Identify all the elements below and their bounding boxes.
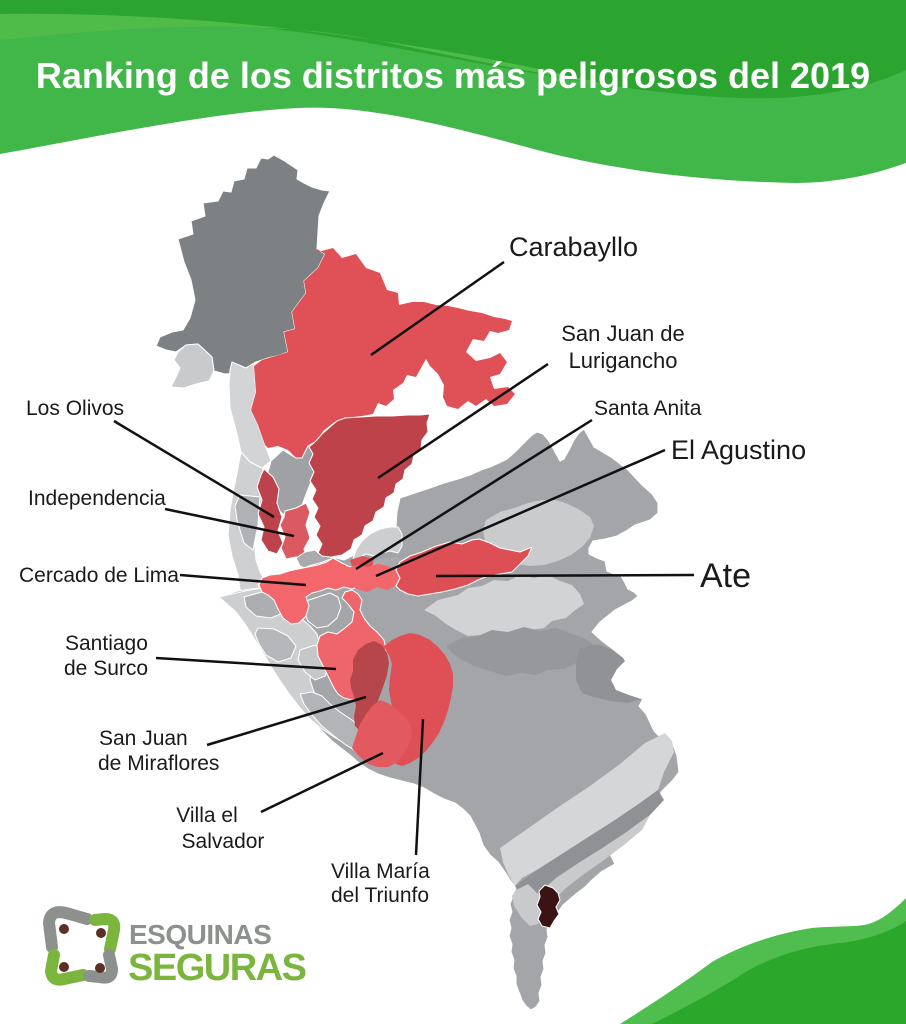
svg-text:Los Olivos: Los Olivos [26,397,124,420]
svg-text:El Agustino: El Agustino [671,435,806,465]
svg-text:Salvador: Salvador [182,830,265,853]
svg-text:de Surco: de Surco [64,657,148,680]
svg-text:del Triunfo: del Triunfo [331,884,429,907]
svg-text:de Miraflores: de Miraflores [98,752,219,775]
svg-text:Independencia: Independencia [28,487,166,510]
svg-text:Cercado de Lima: Cercado de Lima [19,564,179,587]
svg-text:Santa Anita: Santa Anita [594,397,702,420]
svg-text:Villa el: Villa el [176,804,237,827]
svg-text:SEGURAS: SEGURAS [128,947,306,989]
svg-text:Lurigancho: Lurigancho [569,348,678,373]
svg-text:Ranking de los distritos más p: Ranking de los distritos más peligrosos … [36,55,870,96]
svg-text:San Juan de: San Juan de [561,321,685,346]
svg-text:Carabayllo: Carabayllo [509,232,638,262]
svg-text:Ate: Ate [700,557,751,595]
svg-text:Santiago: Santiago [65,632,148,655]
svg-text:ESQUINAS: ESQUINAS [129,919,271,950]
svg-text:Villa María: Villa María [331,860,430,883]
svg-text:San Juan: San Juan [99,727,188,750]
